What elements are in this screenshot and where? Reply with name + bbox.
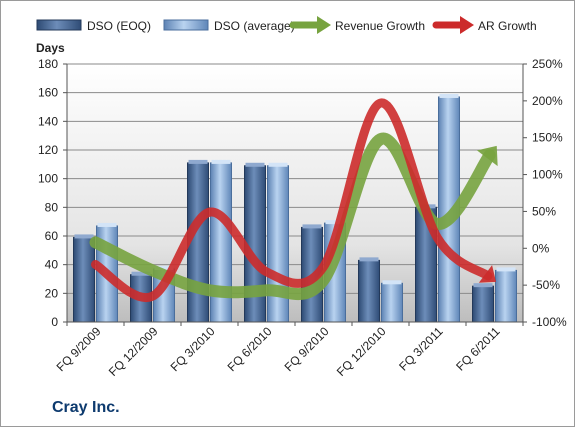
bar-dso-eoq	[472, 285, 494, 323]
legend-revenue-growth: Revenue Growth	[289, 16, 425, 34]
bar-dso-average	[495, 269, 517, 323]
x-tick-label: FQ 6/2011	[453, 324, 503, 374]
bar-top-highlight	[473, 283, 493, 288]
y2-tick-label: 200%	[532, 94, 563, 108]
x-tick-label: FQ 6/2010	[225, 324, 275, 374]
legend-label: Revenue Growth	[335, 19, 425, 33]
y-tick-label: 140	[38, 114, 58, 128]
y-tick-label: 60	[45, 229, 59, 243]
bar-top-highlight	[154, 265, 174, 270]
bar-top-highlight	[188, 159, 208, 164]
legend-arrow-head	[317, 16, 331, 34]
y2-tick-label: -100%	[532, 315, 567, 329]
y-tick-label: 180	[38, 57, 58, 71]
y-tick-label: 40	[45, 258, 59, 272]
ar-growth-line	[91, 98, 493, 303]
y2-tick-label: -50%	[532, 278, 560, 292]
bar-top-highlight	[302, 224, 322, 229]
bar-top-highlight	[211, 159, 231, 164]
legend-label: DSO (average)	[214, 19, 295, 33]
y-tick-label: 160	[38, 86, 58, 100]
x-tick-label: FQ 9/2010	[282, 324, 332, 374]
y-axis-title: Days	[36, 41, 65, 55]
bar-dso-eoq	[358, 259, 380, 323]
legend-label: DSO (EOQ)	[87, 19, 151, 33]
legend-swatch	[36, 19, 82, 31]
legend-arrow-head	[460, 16, 474, 34]
bar-top-highlight	[97, 222, 117, 227]
y2-tick-label: 100%	[532, 168, 563, 182]
bar-top-highlight	[268, 162, 288, 167]
bar-dso-average	[267, 165, 289, 323]
bar-top-highlight	[74, 234, 94, 239]
legend-swatch	[163, 19, 209, 31]
y-tick-label: 80	[45, 200, 59, 214]
x-tick-label: FQ 3/2011	[396, 324, 446, 374]
x-tick-label: FQ 3/2010	[168, 324, 218, 374]
bar-top-highlight	[439, 93, 459, 98]
y-tick-label: 120	[38, 143, 58, 157]
company-title: Cray Inc.	[52, 399, 120, 416]
y-tick-label: 100	[38, 172, 58, 186]
legend-ar-growth: AR Growth	[432, 16, 537, 34]
bar-dso-eoq	[73, 236, 95, 323]
bar-top-highlight	[359, 257, 379, 262]
y2-tick-label: 150%	[532, 131, 563, 145]
y2-tick-label: 250%	[532, 57, 563, 71]
revenue-growth-arrowhead	[476, 145, 498, 167]
legend-dso-average: DSO (average)	[163, 19, 295, 33]
y2-tick-label: 50%	[532, 204, 556, 218]
ar-growth-arrowhead	[478, 265, 497, 283]
y-tick-label: 0	[51, 315, 58, 329]
x-tick-label: FQ 9/2009	[54, 324, 104, 374]
bar-top-highlight	[325, 220, 345, 225]
x-tick-label: FQ 12/2010	[334, 324, 389, 379]
bar-top-highlight	[131, 271, 151, 276]
bar-top-highlight	[496, 267, 516, 272]
bar-top-highlight	[382, 280, 402, 285]
y-tick-label: 20	[45, 286, 59, 300]
x-tick-label: FQ 12/2009	[106, 324, 161, 379]
bar-dso-average	[381, 282, 403, 323]
legend-dso-eoq: DSO (EOQ)	[36, 19, 151, 33]
bar-top-highlight	[245, 162, 265, 167]
legend-label: AR Growth	[478, 19, 537, 33]
y2-tick-label: 0%	[532, 241, 550, 255]
